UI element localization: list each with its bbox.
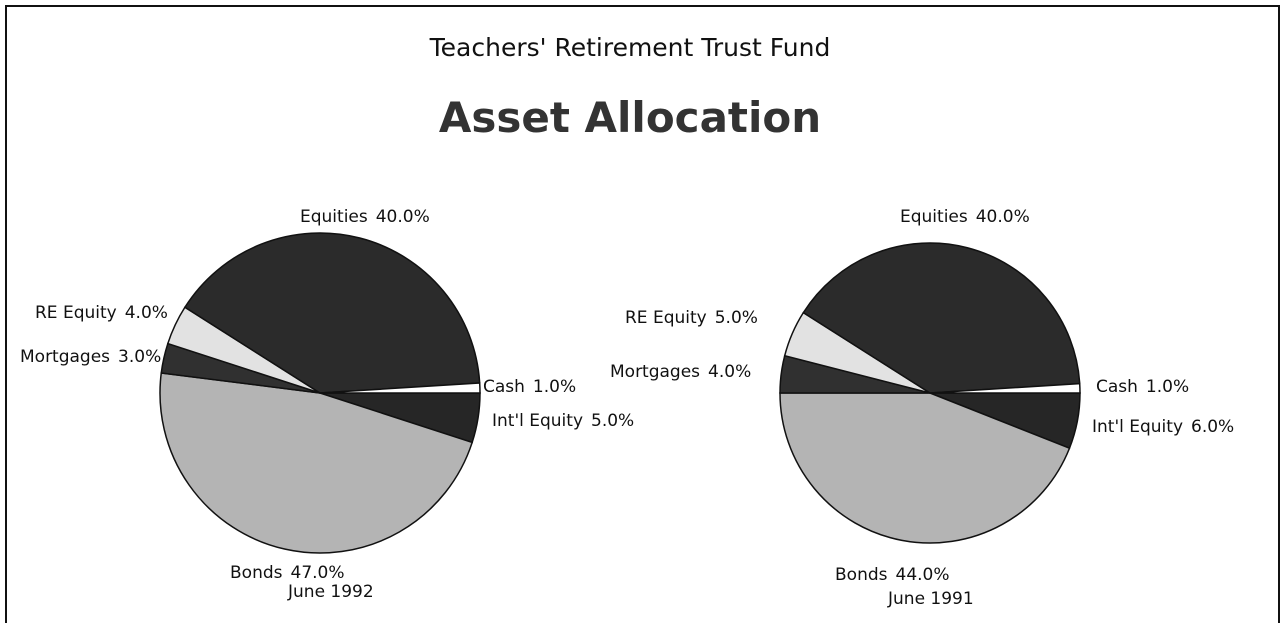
slice-label: Cash 1.0% <box>483 377 576 397</box>
slice-label: RE Equity 4.0% <box>35 303 168 323</box>
slice-name: Int'l Equity <box>492 411 583 431</box>
slice-value: 1.0% <box>1146 377 1189 397</box>
slice-label: Mortgages 4.0% <box>610 362 751 382</box>
slice-name: Mortgages <box>610 362 700 382</box>
slice-value: 3.0% <box>118 347 161 367</box>
slice-name: Equities <box>900 207 968 227</box>
slice-label: RE Equity 5.0% <box>625 308 758 328</box>
slice-label: Mortgages 3.0% <box>20 347 161 367</box>
slice-value: 4.0% <box>125 303 168 323</box>
slice-value: 40.0% <box>976 207 1030 227</box>
pie-slice <box>183 232 481 394</box>
slice-name: Bonds <box>230 563 283 583</box>
slice-name: Cash <box>1096 377 1138 397</box>
chart-title: Asset Allocation <box>439 93 821 142</box>
pie-slice <box>319 382 481 394</box>
pie-slice <box>929 382 1081 394</box>
frame <box>5 5 1280 623</box>
slice-name: RE Equity <box>625 308 707 328</box>
pie-caption: June 1992 <box>287 582 374 602</box>
slice-value: 1.0% <box>533 377 576 397</box>
slice-name: Equities <box>300 207 368 227</box>
slice-name: Mortgages <box>20 347 110 367</box>
chart-subtitle: Teachers' Retirement Trust Fund <box>429 33 831 62</box>
slice-value: 5.0% <box>591 411 634 431</box>
slice-name: Bonds <box>835 565 888 585</box>
slice-name: Int'l Equity <box>1092 417 1183 437</box>
slice-value: 40.0% <box>376 207 430 227</box>
slice-label: Int'l Equity 6.0% <box>1092 417 1234 437</box>
pie-slice <box>802 242 1081 394</box>
slice-value: 44.0% <box>896 565 950 585</box>
slice-label: Cash 1.0% <box>1096 377 1189 397</box>
slice-label: Bonds 47.0% <box>230 563 345 583</box>
slice-label: Int'l Equity 5.0% <box>492 411 634 431</box>
slice-label: Equities 40.0% <box>300 207 430 227</box>
pie-caption: June 1991 <box>887 589 974 609</box>
pie-slice <box>159 372 474 554</box>
slice-name: Cash <box>483 377 525 397</box>
slice-value: 4.0% <box>708 362 751 382</box>
slice-value: 5.0% <box>715 308 758 328</box>
slice-value: 47.0% <box>291 563 345 583</box>
slice-label: Bonds 44.0% <box>835 565 950 585</box>
slice-label: Equities 40.0% <box>900 207 1030 227</box>
slice-value: 6.0% <box>1191 417 1234 437</box>
pie-slice <box>779 392 1071 544</box>
slice-name: RE Equity <box>35 303 117 323</box>
